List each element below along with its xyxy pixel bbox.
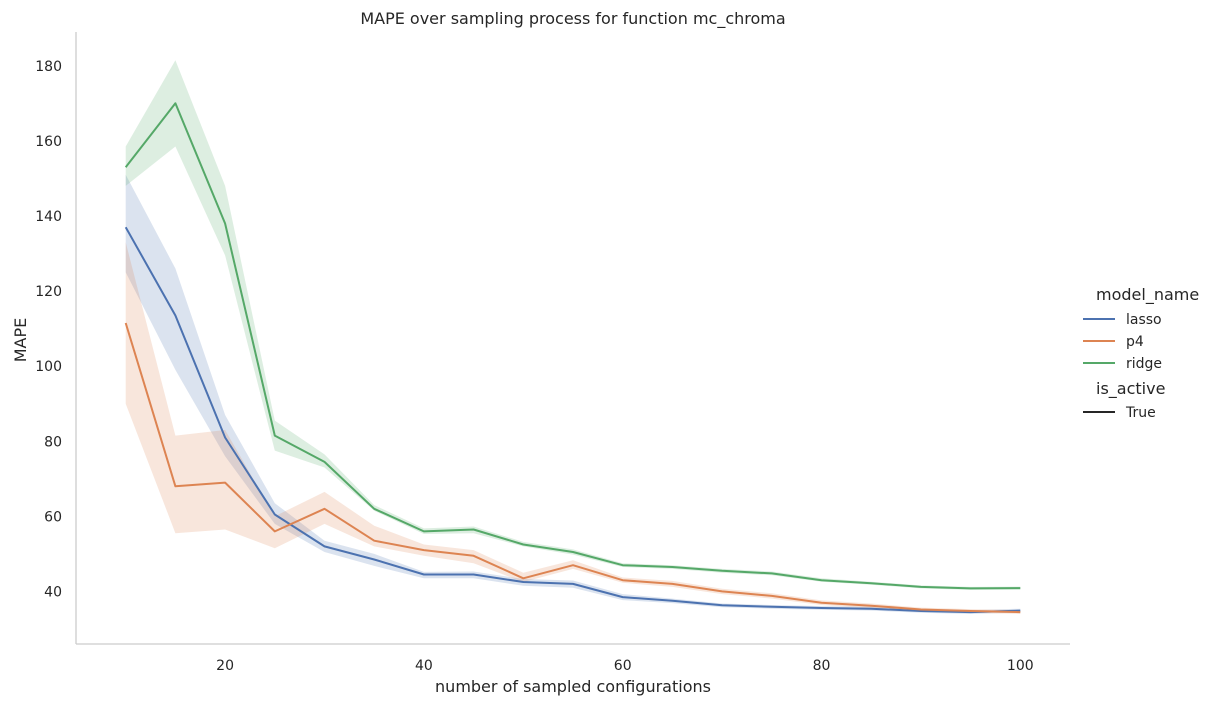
series-lines	[124, 102, 1021, 614]
series-line-lasso	[124, 226, 1021, 614]
y-tick-label: 180	[35, 59, 62, 75]
x-tick-label: 60	[614, 658, 632, 674]
y-tick-label: 100	[35, 359, 62, 375]
x-tick-label: 80	[813, 658, 831, 674]
y-tick-label: 40	[44, 584, 62, 600]
legend-label-ridge: ridge	[1126, 356, 1162, 372]
legend-label-p4: p4	[1126, 334, 1144, 350]
x-tick-label: 40	[415, 658, 433, 674]
y-tick-labels: 40 60 80 100 120 140 160 180	[35, 59, 62, 601]
y-tick-label: 160	[35, 134, 62, 150]
band-p4	[125, 242, 1021, 615]
y-tick-label: 60	[44, 509, 62, 525]
legend-hue-title: model_name	[1096, 285, 1199, 305]
x-tick-label: 20	[216, 658, 234, 674]
series-line-p4	[124, 322, 1021, 614]
x-tick-labels: 20 40 60 80 100	[216, 658, 1033, 674]
y-axis-label: MAPE	[11, 318, 30, 363]
band-lasso	[125, 174, 1021, 614]
y-tick-label: 120	[35, 284, 62, 300]
y-tick-label: 80	[44, 434, 62, 450]
confidence-bands	[125, 60, 1021, 615]
series-line-ridge	[124, 102, 1021, 590]
legend-style-label: True	[1125, 405, 1156, 421]
x-tick-label: 100	[1007, 658, 1034, 674]
legend: model_name lasso p4 ridge is_active True	[1083, 285, 1199, 421]
chart-title: MAPE over sampling process for function …	[360, 9, 785, 29]
legend-label-lasso: lasso	[1126, 312, 1162, 328]
legend-style-title: is_active	[1096, 379, 1165, 399]
legend-series-entries: lasso p4 ridge	[1083, 312, 1162, 372]
y-tick-label: 140	[35, 209, 62, 225]
x-axis-label: number of sampled configurations	[435, 677, 711, 696]
